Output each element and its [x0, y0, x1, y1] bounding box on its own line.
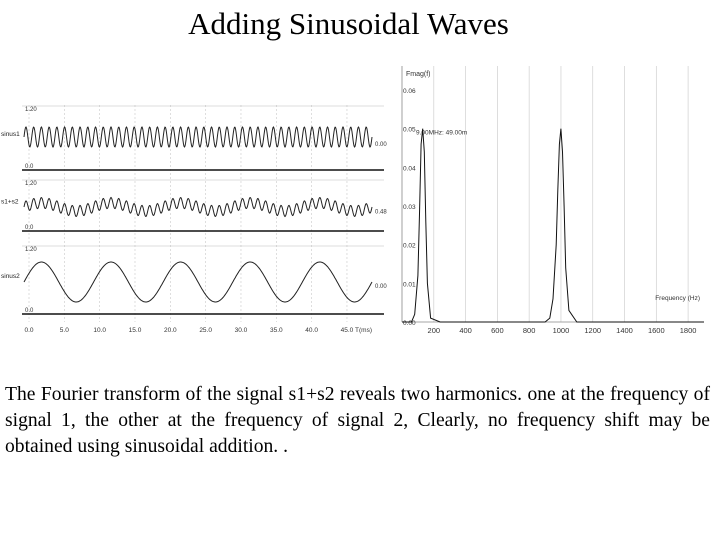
channel-bottom-label: 0.0 — [25, 308, 34, 314]
channel-name-label: sinus2 — [1, 273, 20, 280]
spectrum-x-tick: 800 — [523, 326, 536, 335]
spectrum-x-label: Frequency (Hz) — [655, 295, 700, 302]
spectrum-y-tick: 0.04 — [403, 165, 416, 172]
channel-name-label: s1+s2 — [1, 199, 19, 206]
spectrum-x-tick: 1800 — [680, 326, 697, 335]
channel-right-label: 0.00 — [375, 142, 387, 148]
channel-bottom-label: 0.0 — [25, 164, 34, 170]
time-domain-plot: 0.0 5.0 10.0 15.0 20.0 25.0 30.0 35.0 40.0 45.0 T(… — [0, 100, 392, 338]
slide-caption: The Fourier transform of the signal s1+s… — [5, 384, 710, 457]
spectrum-x-tick: 400 — [459, 326, 472, 335]
spectrum-x-tick: 1600 — [648, 326, 665, 335]
time-axis-label: T(ms) — [355, 327, 372, 334]
s1-plus-s2-waveform — [23, 196, 373, 218]
spectrum-x-tick: 600 — [491, 326, 504, 335]
time-tick-label: 45.0 — [341, 327, 354, 334]
spectrum-x-tick: 1200 — [584, 326, 601, 335]
spectrum-svg: 200 400 600 800 1000 1200 1400 1600 1800 0.06 0.05… — [398, 60, 708, 338]
time-tick-label: 35.0 — [270, 327, 283, 334]
time-domain-svg: 0.0 5.0 10.0 15.0 20.0 25.0 30.0 35.0 40.0 45.0 T(… — [1, 105, 387, 334]
channel-top-label: 1.20 — [25, 247, 37, 253]
slide-title: Adding Sinusoidal Waves — [188, 6, 509, 41]
time-tick-label: 25.0 — [199, 327, 212, 334]
time-tick-label: 30.0 — [235, 327, 248, 334]
spectrum-x-tick: 1400 — [616, 326, 633, 335]
spectrum-y-tick: 0.06 — [403, 88, 416, 95]
spectrum-x-tick: 200 — [428, 326, 441, 335]
sinus1-waveform — [23, 126, 373, 148]
channel-right-label: 0.48 — [375, 210, 387, 216]
spectrum-annotation: 9.00MHz: 49.00m — [416, 130, 467, 137]
time-tick-label: 15.0 — [129, 327, 142, 334]
spectrum-y-tick: 0.01 — [403, 281, 416, 288]
time-tick-label: 5.0 — [60, 327, 69, 334]
spectrum-series-line — [402, 128, 704, 323]
spectrum-y-tick: 0.00 — [403, 320, 416, 327]
spectrum-y-label: Fmag(f) — [406, 71, 431, 78]
spectrum-y-tick: 0.03 — [403, 204, 416, 211]
channel-bottom-label: 0.0 — [25, 225, 34, 231]
channel-top-label: 1.20 — [25, 107, 37, 113]
channel-right-label: 0.00 — [375, 284, 387, 290]
time-tick-label: 40.0 — [305, 327, 318, 334]
spectrum-y-tick: 0.02 — [403, 243, 416, 250]
sinus2-waveform — [23, 261, 373, 303]
frequency-spectrum-plot: 200 400 600 800 1000 1200 1400 1600 1800 0.06 0.05… — [398, 60, 708, 338]
channel-name-label: sinus1 — [1, 131, 20, 138]
time-tick-label: 10.0 — [93, 327, 106, 334]
channel-top-label: 1.20 — [25, 181, 37, 187]
spectrum-x-tick: 1000 — [553, 326, 570, 335]
time-tick-label: 0.0 — [24, 327, 33, 334]
spectrum-y-tick: 0.05 — [403, 127, 416, 134]
time-tick-label: 20.0 — [164, 327, 177, 334]
